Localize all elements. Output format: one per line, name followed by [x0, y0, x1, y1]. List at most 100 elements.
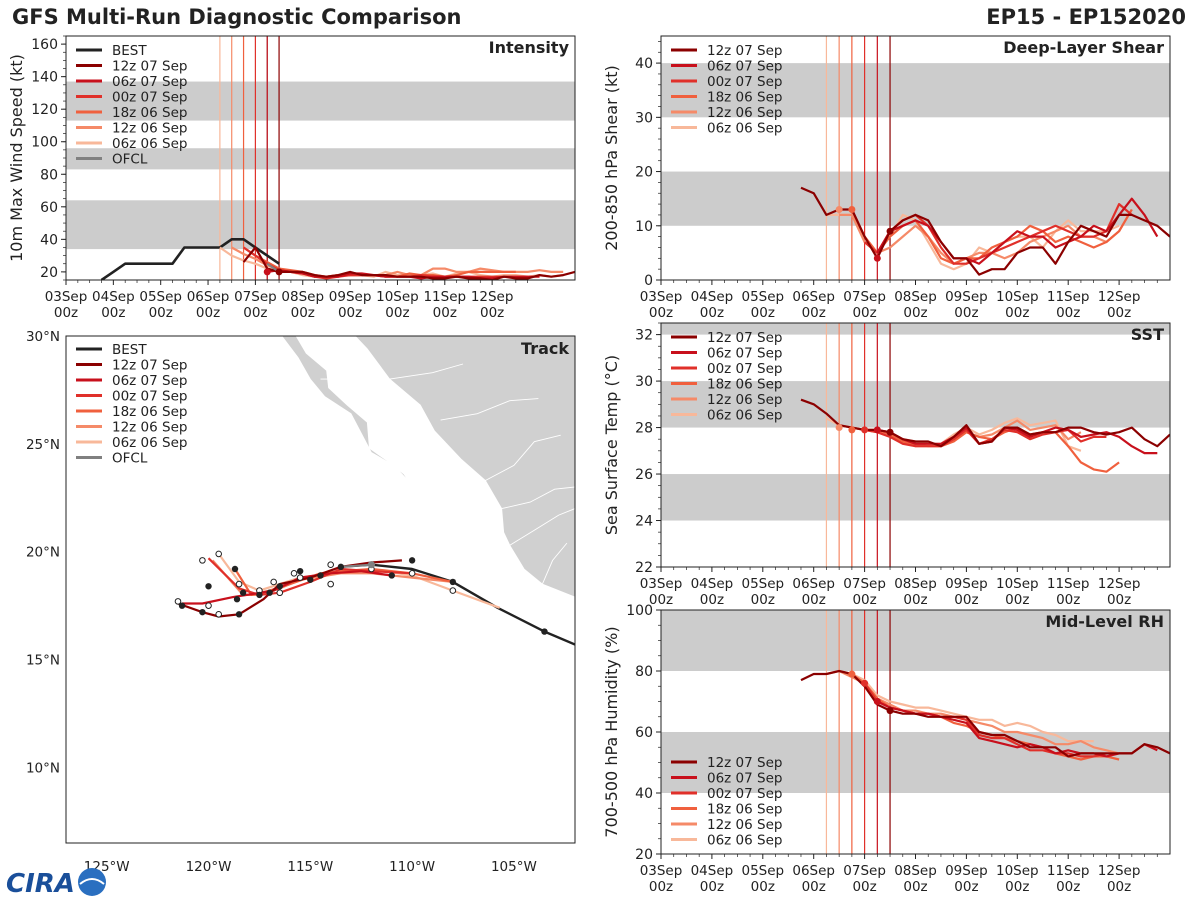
sst-legend-label-2: 00z 07 Sep: [707, 361, 782, 377]
sst-xtick-sublabel-9: 00z: [1107, 592, 1131, 608]
rh-xtick-label-2: 05Sep: [741, 863, 784, 879]
intensity-ytick-label-0: 20: [40, 265, 58, 281]
rh-ytick-label-1: 40: [635, 786, 653, 802]
intensity-xtick-label-9: 12Sep: [471, 289, 514, 305]
state-border-4: [541, 542, 568, 585]
rh-xtick-label-3: 06Sep: [792, 863, 835, 879]
intensity-xtick-sublabel-2: 00z: [149, 305, 173, 321]
rh-xtick-label-7: 10Sep: [996, 863, 1039, 879]
track-filled-marker-13: [233, 596, 241, 603]
track-legend-label-2: 06z 07 Sep: [112, 373, 187, 389]
sst-band-1: [661, 381, 1170, 428]
intensity-band-1: [66, 148, 575, 170]
sst-xtick-sublabel-6: 00z: [954, 592, 978, 608]
sst-ytick-label-3: 28: [635, 421, 653, 437]
intensity-xtick-label-2: 05Sep: [139, 289, 182, 305]
shear-legend-label-1: 06z 07 Sep: [707, 59, 782, 75]
intensity-xtick-label-8: 11Sep: [423, 289, 466, 305]
rh-xtick-label-5: 08Sep: [894, 863, 937, 879]
panel-sst: 22242628303203Sep00z04Sep00z05Sep00z06Se…: [602, 322, 1171, 608]
shear-xtick-sublabel-8: 00z: [1056, 305, 1080, 321]
track-legend-label-6: 06z 06 Sep: [112, 435, 187, 451]
sst-plot-area: [661, 323, 1170, 567]
intensity-xtick-label-0: 03Sep: [45, 289, 88, 305]
sst-xtick-label-3: 06Sep: [792, 576, 835, 592]
sst-ytick-label-2: 26: [635, 467, 653, 483]
rh-xtick-label-4: 07Sep: [843, 863, 886, 879]
shear-xtick-label-9: 12Sep: [1098, 289, 1141, 305]
shear-xtick-sublabel-1: 00z: [700, 305, 724, 321]
shear-marker-3: [886, 227, 894, 235]
intensity-legend-label-2: 06z 07 Sep: [112, 74, 187, 90]
track-open-marker-1: [327, 561, 334, 568]
rh-marker-1: [861, 679, 869, 687]
sst-xtick-label-1: 04Sep: [691, 576, 734, 592]
intensity-band-2: [66, 81, 575, 121]
sst-band-0: [661, 474, 1170, 521]
rh-legend-label-1: 06z 07 Sep: [707, 771, 782, 787]
track-legend-label-5: 12z 06 Sep: [112, 420, 187, 436]
sst-xtick-label-5: 08Sep: [894, 576, 937, 592]
rh-xtick-sublabel-3: 00z: [802, 879, 826, 895]
sst-xtick-label-7: 10Sep: [996, 576, 1039, 592]
state-border-0: [440, 398, 539, 421]
intensity-ytick-label-1: 40: [40, 232, 58, 248]
track-open-marker-2: [327, 580, 334, 588]
shear-legend-label-3: 18z 06 Sep: [707, 90, 782, 106]
intensity-legend-label-5: 12z 06 Sep: [112, 121, 187, 137]
shear-legend-label-5: 06z 06 Sep: [707, 121, 782, 137]
track-ytick-label-3: 25°N: [26, 437, 60, 453]
intensity-ytick-label-3: 80: [40, 167, 58, 183]
track-filled-marker-6: [307, 576, 314, 583]
sst-legend-label-1: 06z 07 Sep: [707, 346, 782, 362]
track-open-marker-14: [408, 570, 416, 577]
shear-marker-2: [873, 254, 881, 262]
rh-xtick-label-6: 09Sep: [945, 863, 988, 879]
shear-series-12z-07-sep: [800, 186, 1170, 276]
intensity-title: Intensity: [489, 38, 570, 57]
intensity-xtick-sublabel-3: 00z: [196, 305, 220, 321]
shear-band-1: [661, 63, 1170, 118]
shear-xtick-label-1: 04Sep: [691, 289, 734, 305]
intensity-xtick-sublabel-7: 00z: [385, 305, 409, 321]
track-series-ofcl: [340, 563, 372, 568]
intensity-xtick-label-1: 04Sep: [92, 289, 135, 305]
cira-logo-text: CIRA: [6, 869, 75, 898]
rh-band-1: [661, 610, 1170, 671]
track-legend-label-3: 00z 07 Sep: [112, 389, 187, 405]
intensity-ytick-label-5: 120: [31, 102, 58, 118]
panel-shear: 01020304003Sep00z04Sep00z05Sep00z06Sep00…: [602, 35, 1171, 321]
shear-xtick-sublabel-0: 00z: [649, 305, 673, 321]
intensity-plot-area: [66, 36, 575, 280]
rh-legend-label-5: 06z 06 Sep: [707, 833, 782, 849]
rh-xtick-label-8: 11Sep: [1047, 863, 1090, 879]
shear-marker-1: [848, 206, 856, 214]
track-filled-marker-14: [205, 583, 212, 590]
track-open-marker-11: [215, 611, 222, 618]
figure-title: GFS Multi-Run Diagnostic Comparison: [12, 5, 462, 29]
baja-california-land: [281, 336, 415, 490]
track-filled-marker-12: [231, 565, 239, 573]
track-xtick-label-3: 110°W: [389, 859, 435, 875]
intensity-ytick-label-6: 140: [31, 70, 58, 86]
shear-xtick-sublabel-2: 00z: [751, 305, 775, 321]
track-filled-marker-10: [256, 591, 263, 599]
shear-xtick-label-5: 08Sep: [894, 289, 937, 305]
track-open-marker-6: [235, 580, 243, 588]
shear-marker-0: [835, 206, 843, 214]
intensity-xtick-sublabel-8: 00z: [433, 305, 457, 321]
sst-xtick-sublabel-2: 00z: [751, 592, 775, 608]
rh-title: Mid-Level RH: [1045, 612, 1164, 631]
panel-track: 125°W 120°W 115°W 110°W 105°W10°N15°N20°N25°…: [26, 329, 576, 875]
shear-ytick-label-2: 20: [635, 165, 653, 181]
track-open-marker-4: [276, 589, 284, 597]
track-legend-label-1: 12z 07 Sep: [112, 358, 187, 374]
shear-ytick-label-0: 0: [644, 273, 653, 289]
rh-xtick-sublabel-4: 00z: [852, 879, 876, 895]
sst-band-2: [661, 323, 1170, 335]
track-ytick-label-1: 15°N: [26, 653, 60, 669]
track-filled-marker-7: [296, 567, 304, 575]
track-open-marker-9: [205, 602, 212, 609]
sst-xtick-label-9: 12Sep: [1098, 576, 1141, 592]
shear-xtick-label-6: 09Sep: [945, 289, 988, 305]
